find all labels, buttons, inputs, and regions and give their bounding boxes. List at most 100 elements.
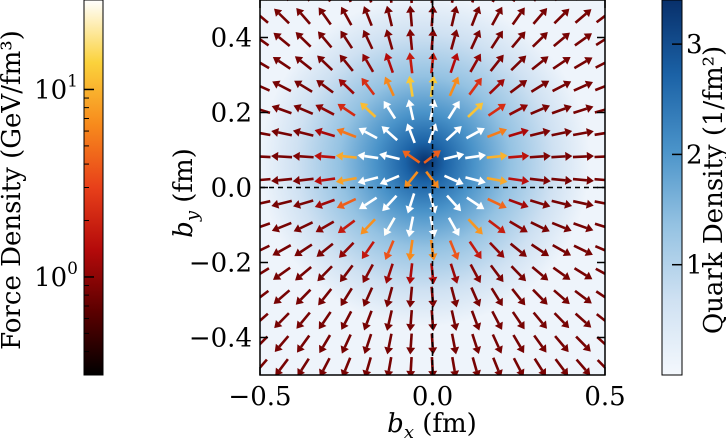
force-arrow [554, 335, 566, 348]
force-arrowhead [318, 297, 327, 306]
force-arrow [466, 196, 480, 207]
force-arrow [364, 196, 378, 207]
force-arrowhead [583, 9, 592, 18]
force-arrow [321, 220, 335, 230]
force-arrowhead [250, 81, 258, 89]
force-arrowhead [384, 275, 393, 284]
force-arrowhead [608, 152, 615, 161]
force-arrowhead [274, 8, 283, 17]
force-arrow [408, 129, 416, 144]
force-arrow [594, 177, 605, 182]
y-tick-label: 0.4 [211, 24, 252, 54]
force-arrow [509, 242, 523, 254]
force-arrow [386, 82, 395, 97]
force-arrow [260, 244, 271, 252]
force-arrow [277, 107, 292, 115]
force-arrowhead [405, 99, 415, 108]
force-arrow [364, 106, 377, 118]
force-arrow [551, 177, 566, 182]
force-arrow [321, 288, 333, 301]
force-arrow [409, 356, 413, 372]
force-arrowhead [338, 79, 347, 88]
force-arrow [299, 243, 313, 254]
force-arrowhead [359, 201, 368, 210]
force-arrow [572, 177, 588, 182]
force-arrow [511, 311, 522, 325]
force-arrow [260, 37, 270, 47]
force-arrow [530, 221, 545, 230]
force-arrow [260, 155, 271, 159]
force-arrowhead [497, 103, 506, 112]
force-arrow [574, 289, 588, 301]
density-colorbar-tick-label: 3 [686, 30, 703, 60]
force-arrow [551, 107, 566, 115]
force-arrowhead [562, 80, 572, 89]
force-arrowhead [560, 343, 569, 353]
y-tick-label: 0.2 [211, 99, 252, 129]
force-arrowhead [472, 6, 482, 15]
force-arrow [365, 12, 373, 27]
force-arrowhead [250, 128, 258, 137]
force-arrow [260, 84, 271, 92]
force-arrowhead [274, 319, 283, 329]
force-arrow [573, 244, 588, 254]
force-arrow [488, 82, 501, 95]
force-arrow [471, 333, 478, 348]
force-arrowhead [362, 6, 371, 15]
force-arrowhead [319, 368, 328, 375]
force-arrowhead [428, 75, 438, 84]
force-arrowhead [406, 323, 416, 332]
force-arrowhead [381, 126, 390, 135]
force-arrowhead [428, 300, 438, 308]
force-arrow [365, 357, 373, 372]
force-arrowhead [337, 225, 347, 234]
force-arrow [321, 311, 332, 325]
force-arrowhead [451, 251, 460, 261]
force-arrowhead [384, 299, 393, 308]
force-arrowhead [538, 344, 547, 353]
force-arrow [468, 82, 479, 96]
force-arrow [465, 130, 480, 140]
force-arrowhead [494, 321, 503, 330]
force-arrowhead [518, 55, 527, 64]
force-arrowhead [584, 271, 593, 280]
force-arrow [487, 197, 501, 207]
force-arrow [573, 83, 588, 92]
force-arrow [321, 357, 331, 372]
force-arrow [532, 288, 544, 301]
force-arrow [365, 333, 373, 348]
force-arrowhead [561, 32, 570, 41]
force-arrow [530, 83, 544, 93]
force-arrow [320, 106, 335, 116]
force-arrow [447, 217, 457, 231]
force-arrowhead [357, 176, 366, 186]
force-arrow [508, 177, 523, 182]
force-arrow [408, 193, 416, 208]
force-arrowhead [585, 199, 594, 209]
force-colorbar-tick-label: 100 [34, 259, 78, 293]
force-arrow [572, 155, 587, 159]
force-arrowhead [384, 323, 393, 331]
force-arrowhead [516, 321, 525, 330]
force-arrow [491, 333, 500, 348]
force-arrowhead [477, 176, 486, 186]
force-arrowhead [543, 175, 551, 185]
force-arrowhead [339, 54, 348, 63]
force-arrowhead [296, 320, 305, 329]
force-arrow [364, 130, 378, 140]
force-arrow [465, 154, 480, 160]
force-arrowhead [405, 229, 415, 238]
force-arrow [595, 313, 605, 323]
force-arrowhead [473, 53, 482, 62]
density-colorbar-tick-label: 1 [686, 251, 703, 281]
y-axis-label: by (fm) [169, 148, 203, 238]
force-arrow [530, 107, 545, 116]
force-arrow [299, 311, 311, 325]
force-arrow [409, 12, 414, 27]
force-arrowhead [494, 345, 503, 354]
force-arrow [299, 131, 314, 137]
force-arrowhead [406, 5, 416, 13]
force-arrowhead [362, 29, 371, 39]
force-arrowhead [252, 296, 260, 304]
